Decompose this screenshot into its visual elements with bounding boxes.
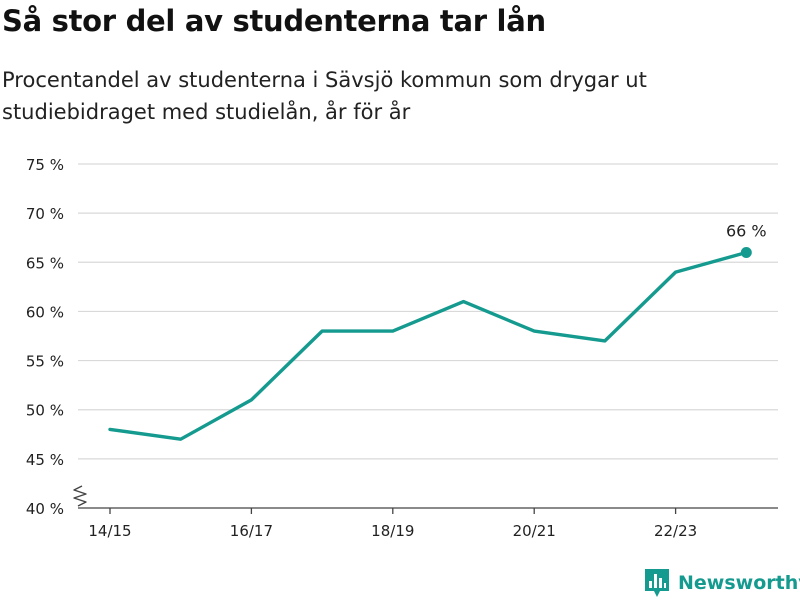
chart-subtitle: Procentandel av studenterna i Sävsjö kom…: [2, 68, 647, 124]
series-line: [108, 250, 748, 441]
y-tick-label: 75 %: [26, 156, 64, 174]
x-axis: 14/15 16/17 18/19 20/21 22/23: [78, 507, 778, 540]
y-gridlines: [78, 163, 778, 460]
y-tick-labels: 40 % 45 % 50 % 55 % 60 % 65 % 70 % 75 %: [26, 156, 64, 518]
y-tick-label: 40 %: [26, 500, 64, 518]
line-chart: 40 % 45 % 50 % 55 % 60 % 65 % 70 % 75 % 14/15 16…: [26, 156, 778, 540]
y-tick-label: 50 %: [26, 402, 64, 420]
axis-break-zigzag: [73, 485, 87, 507]
y-tick-label: 55 %: [26, 353, 64, 371]
y-tick-label: 65 %: [26, 254, 64, 272]
x-tick-label: 18/19: [371, 522, 414, 540]
brand-name: Newsworthy: [678, 572, 800, 594]
y-tick-label: 60 %: [26, 303, 64, 321]
last-point-marker: [740, 246, 752, 258]
x-tick-label: 22/23: [654, 522, 697, 540]
x-tick-label: 16/17: [230, 522, 273, 540]
series-layer: [108, 246, 752, 441]
chart-title: Så stor del av studenterna tar lån: [2, 4, 546, 38]
x-tick-label: 20/21: [513, 522, 556, 540]
y-tick-label: 70 %: [26, 205, 64, 223]
newsworthy-logo-icon: [645, 569, 669, 597]
axis-break-icon: [73, 485, 87, 507]
x-tick-label: 14/15: [88, 522, 131, 540]
annotation-layer: 66 %: [726, 221, 767, 240]
y-tick-label: 45 %: [26, 451, 64, 469]
brand-logo: Newsworthy: [644, 568, 800, 598]
data-label-last: 66 %: [726, 221, 767, 240]
